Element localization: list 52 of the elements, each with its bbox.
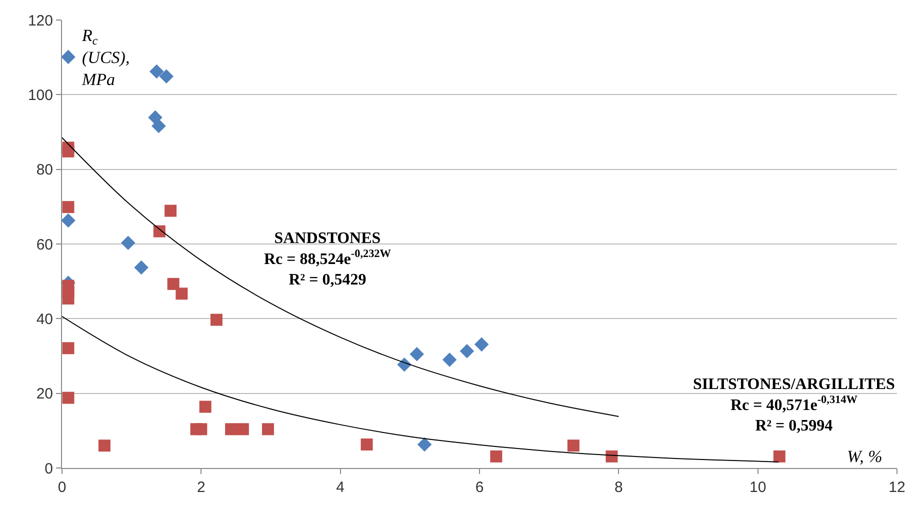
point <box>225 423 238 436</box>
point <box>152 118 166 134</box>
y-tick-label: 20 <box>36 386 53 403</box>
point <box>62 213 76 228</box>
point <box>236 423 249 436</box>
point <box>474 337 489 352</box>
x-tick-label: 4 <box>336 479 344 496</box>
y-axis-title: R$_{c}$ (UCS), MPa <box>81 26 130 90</box>
point <box>62 201 74 214</box>
point <box>176 288 188 300</box>
point <box>159 69 174 84</box>
y-tick-label: 120 <box>28 12 53 30</box>
x-tick-label: 2 <box>197 479 206 496</box>
point <box>606 450 618 462</box>
point <box>773 450 786 462</box>
y-tick-label: 40 <box>36 310 53 328</box>
x-tick-label: 10 <box>749 479 766 496</box>
x-tick-label: 0 <box>58 479 66 496</box>
point <box>149 64 164 79</box>
y-tick-label: 100 <box>28 86 53 104</box>
point <box>62 392 74 404</box>
point <box>442 352 457 367</box>
x-axis-title: W, % <box>847 447 882 466</box>
point <box>210 314 222 326</box>
point <box>164 204 177 217</box>
line-series <box>62 137 620 417</box>
point <box>134 260 148 275</box>
point <box>62 342 74 354</box>
point <box>195 423 208 436</box>
point <box>167 278 180 290</box>
point <box>490 450 502 462</box>
annotation: SILTSTONES/ARGILLITES Rc = 40,571e$^{-0,314W}$ R² = 0,5994 <box>693 376 895 435</box>
x-tick-label: 6 <box>475 479 484 496</box>
point <box>360 438 373 450</box>
point <box>62 50 76 64</box>
y-tick-label: 80 <box>36 162 53 179</box>
point <box>460 344 474 358</box>
point <box>98 440 110 452</box>
point <box>120 236 136 250</box>
point <box>567 440 580 452</box>
x-tick-label: 8 <box>614 479 623 496</box>
point <box>62 292 74 305</box>
point <box>62 145 74 158</box>
point <box>153 225 166 238</box>
point <box>199 400 212 413</box>
x-tick-label: 12 <box>888 479 906 496</box>
point <box>262 423 274 436</box>
y-tick-label: 60 <box>36 236 53 254</box>
point <box>410 346 424 362</box>
y-tick-label: 0 <box>44 460 53 478</box>
point <box>417 437 432 452</box>
annotation: SANDSTONES Rc = 88,524e$^{-0,232W}$ R² = 0,5429 <box>264 230 392 289</box>
